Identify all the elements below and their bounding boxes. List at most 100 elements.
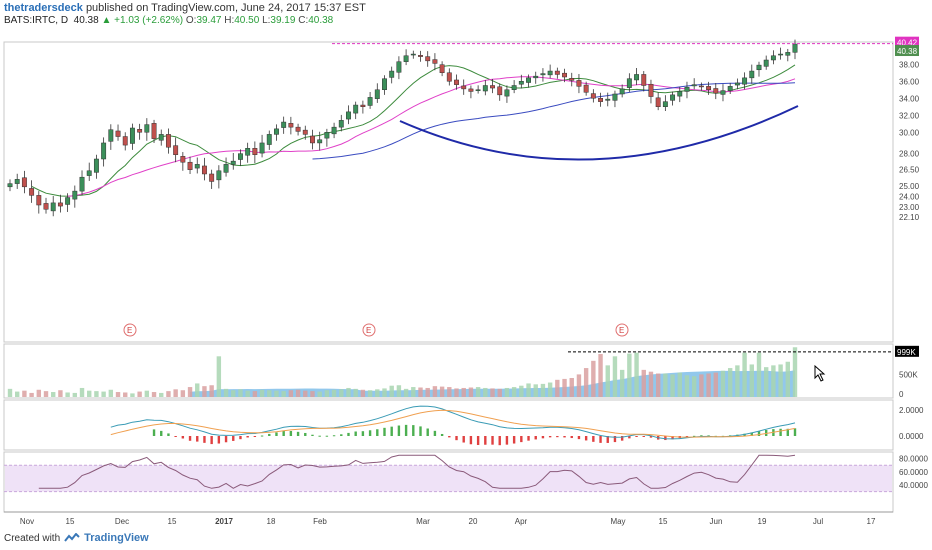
macd-histogram-bar: [570, 436, 573, 439]
candle-body: [223, 164, 229, 173]
candle-body: [713, 88, 719, 94]
price-tick-label: 22.10: [899, 213, 920, 222]
candle-body: [576, 80, 582, 87]
volume-bar: [533, 384, 538, 397]
candle-body: [403, 55, 409, 62]
candle-body: [43, 203, 49, 210]
ohlc-header: BATS:IRTC, D 40.38 ▲ +1.03 (+2.62%) O:39…: [4, 15, 333, 26]
volume-bar: [425, 387, 430, 397]
candle-body: [562, 72, 567, 78]
price-tick-label: 36.00: [899, 77, 920, 86]
candle-body: [93, 158, 99, 173]
volume-bar: [720, 370, 726, 397]
macd-histogram-bar: [512, 436, 516, 444]
volume-bar: [763, 367, 769, 397]
candle-body: [367, 97, 373, 106]
volume-bar: [29, 392, 34, 397]
macd-histogram-bar: [491, 436, 494, 445]
candle-body: [446, 72, 452, 82]
macd-histogram-bar: [426, 428, 429, 436]
candle-body: [50, 202, 56, 212]
candle-body: [439, 64, 445, 74]
candle-body: [353, 104, 359, 114]
volume-bar: [159, 392, 164, 397]
rsi-tick-label: 40.0000: [899, 481, 928, 490]
rsi-tick-label: 80.0000: [899, 455, 928, 464]
macd-histogram-bar: [152, 429, 156, 436]
price-tick-label: 32.00: [899, 111, 920, 120]
candle-body: [396, 61, 402, 73]
volume-bar: [101, 391, 106, 397]
volume-bar: [58, 390, 63, 397]
volume-bar: [713, 372, 718, 397]
earnings-marker-icon: [615, 323, 629, 337]
candle-body: [497, 86, 503, 96]
volume-bar: [519, 385, 524, 397]
change-value: +1.03 (+2.62%): [114, 15, 184, 26]
candle-body: [346, 111, 351, 120]
candle-body: [598, 98, 604, 102]
candle-body: [655, 97, 661, 107]
time-tick-label: 19: [758, 517, 767, 526]
volume-bar: [288, 390, 294, 397]
candle-body: [209, 173, 215, 182]
earnings-marker-label: E: [619, 326, 624, 335]
candle-body: [468, 88, 474, 92]
macd-line: [110, 405, 796, 440]
volume-bar: [202, 386, 207, 397]
time-tick-label: 15: [659, 517, 668, 526]
tradingview-brand[interactable]: TradingView: [84, 532, 149, 544]
volume-bar: [267, 390, 272, 397]
time-tick-label: 15: [168, 517, 177, 526]
volume-threshold-badge: [895, 345, 919, 357]
price-tick-label: 26.50: [899, 166, 920, 175]
volume-bar: [360, 389, 366, 397]
resistance-price-badge: [895, 36, 919, 48]
volume-bar: [7, 388, 13, 397]
author-link[interactable]: thetradersdeck: [4, 2, 83, 14]
open-value: 39.47: [196, 15, 222, 26]
volume-bar: [346, 387, 351, 397]
volume-bar: [173, 389, 178, 397]
publish-header: thetradersdeck published on TradingView.…: [4, 2, 366, 14]
macd-histogram-bar: [419, 426, 422, 436]
volume-bar: [641, 369, 646, 397]
candle-body: [691, 84, 697, 87]
candle-body: [526, 77, 531, 83]
macd-histogram-bar: [764, 429, 768, 436]
candle-body: [338, 120, 344, 128]
candle-body: [173, 145, 179, 155]
close-value: 40.38: [308, 15, 334, 26]
price-tick-label: 34.00: [899, 94, 920, 103]
volume-bar: [72, 392, 78, 397]
candle-body: [504, 89, 510, 97]
macd-histogram-bar: [203, 436, 206, 443]
volume-bar: [367, 390, 373, 397]
volume-bar: [483, 387, 488, 397]
macd-histogram-bar: [692, 435, 696, 437]
macd-histogram-bar: [318, 435, 321, 437]
volume-bar: [238, 389, 243, 397]
volume-bar: [137, 391, 142, 397]
volume-bar: [87, 390, 92, 397]
volume-bar: [771, 365, 776, 397]
macd-histogram-bar: [556, 436, 559, 438]
candle-body: [648, 83, 654, 97]
volume-bar: [598, 354, 603, 397]
candle-body: [590, 93, 596, 99]
symbol-label: BATS:IRTC, D: [4, 15, 69, 26]
close-label: C:: [298, 15, 309, 26]
volume-bar: [756, 352, 762, 397]
macd-histogram-bar: [700, 435, 703, 437]
macd-histogram-bar: [498, 436, 501, 446]
volume-bar: [677, 372, 682, 397]
candle-body: [619, 88, 625, 95]
volume-bar: [209, 385, 214, 397]
macd-histogram-bar: [548, 436, 552, 438]
macd-histogram-bar: [563, 436, 566, 438]
macd-histogram-bar: [484, 436, 487, 445]
macd-histogram-bar: [476, 436, 480, 445]
volume-bar: [627, 353, 632, 397]
price-tick-label: 28.00: [899, 150, 920, 159]
